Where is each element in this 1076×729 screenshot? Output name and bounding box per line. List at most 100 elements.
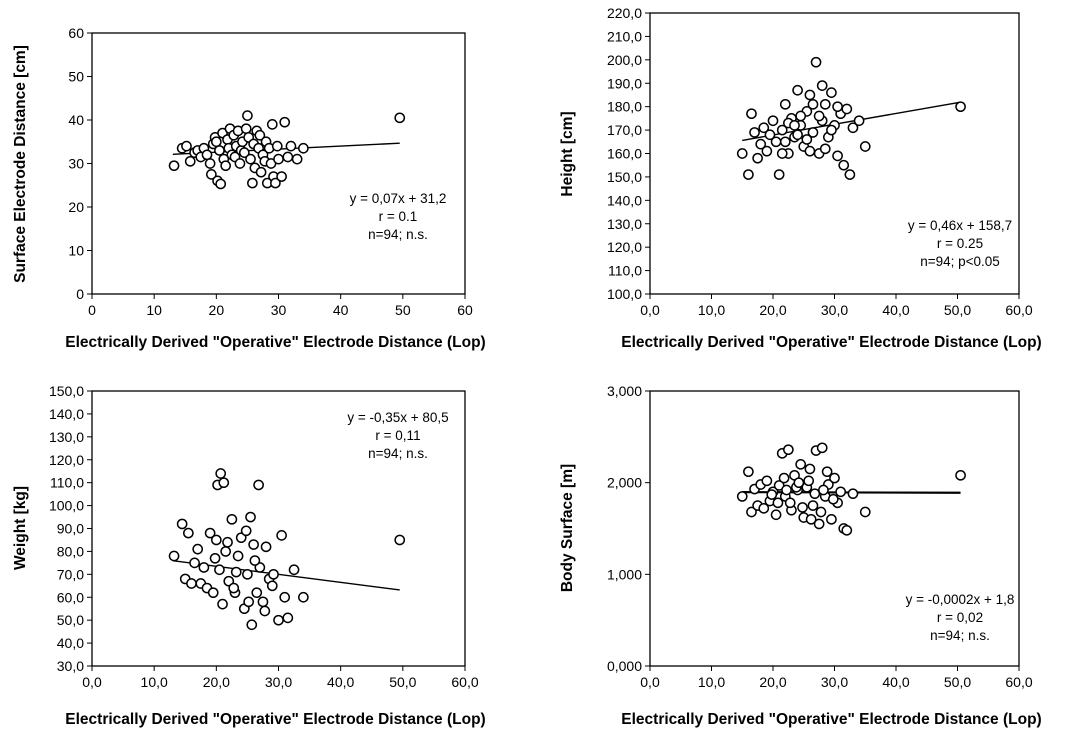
y-tick-label: 120,0 [49, 452, 84, 468]
data-point [784, 497, 796, 509]
data-point [273, 614, 284, 626]
x-tick-label: 50 [395, 302, 411, 318]
y-tick-label: 140,0 [607, 192, 642, 208]
data-point [232, 550, 244, 562]
y-tick-label: 170,0 [607, 122, 642, 138]
data-point [813, 110, 825, 122]
regression-annotation: r = 0,11 [375, 428, 420, 443]
data-point [248, 539, 259, 550]
data-point [168, 550, 180, 562]
data-point [859, 141, 871, 152]
data-point [832, 150, 843, 162]
data-point [285, 140, 297, 152]
data-point [243, 596, 255, 608]
data-point [841, 103, 853, 115]
data-point [815, 506, 827, 518]
data-point [829, 472, 840, 484]
data-point [761, 145, 773, 157]
data-point [276, 530, 287, 541]
data-point [210, 534, 222, 546]
data-point [214, 145, 225, 156]
data-point [804, 89, 816, 101]
data-point [847, 122, 859, 134]
data-point [770, 509, 782, 521]
data-point [204, 527, 216, 539]
data-point [789, 120, 800, 131]
x-tick-label: 20,0 [759, 302, 786, 318]
x-tick-label: 10,0 [698, 674, 725, 690]
data-point [240, 123, 252, 135]
data-point [795, 110, 807, 122]
x-tick-label: 30,0 [821, 674, 848, 690]
data-point [238, 147, 250, 158]
x-tick-label: 40 [333, 302, 349, 318]
data-point [214, 564, 225, 576]
y-tick-label: 90,0 [57, 521, 84, 537]
x-axis-title: Electrically Derived "Operative" Electro… [621, 711, 1041, 728]
y-tick-label: 30 [68, 156, 84, 172]
data-point [783, 444, 794, 456]
data-point [807, 127, 819, 138]
regression-annotation: n=94; n.s. [930, 628, 990, 643]
data-point [273, 153, 284, 165]
x-tick-label: 50,0 [944, 674, 971, 690]
data-point [246, 619, 258, 631]
y-tick-label: 2,000 [607, 475, 642, 491]
y-tick-label: 60,0 [57, 589, 84, 605]
x-tick-label: 30 [271, 302, 287, 318]
y-tick-label: 30,0 [57, 658, 84, 674]
data-point [209, 552, 221, 564]
data-point [832, 101, 843, 113]
x-axis-title: Electrically Derived "Operative" Electro… [65, 711, 485, 728]
y-tick-label: 0 [76, 286, 84, 302]
y-axis-title: Weight [kg] [12, 486, 29, 570]
data-point [279, 116, 291, 128]
data-point [767, 115, 779, 127]
data-point [841, 524, 853, 536]
regression-annotation: y = 0,46x + 158,7 [908, 218, 1012, 233]
y-tick-label: 140,0 [49, 406, 84, 422]
y-tick-label: 0,000 [607, 658, 642, 674]
x-tick-label: 0,0 [82, 674, 102, 690]
data-point [797, 502, 808, 513]
data-point [260, 541, 272, 553]
data-point [298, 142, 309, 154]
data-point [807, 500, 819, 511]
data-point [210, 136, 222, 148]
data-point [253, 479, 264, 491]
data-point [821, 466, 833, 478]
data-point [257, 596, 269, 608]
data-point [249, 555, 261, 566]
panel-surface: 0 10 20 30 40 50 60 0 10 20 30 40 50 60 y = 0,07x + 31… [12, 25, 486, 351]
data-point [247, 177, 258, 189]
data-point [779, 136, 791, 148]
data-point [764, 129, 776, 141]
data-point [226, 513, 238, 525]
plot-frame [649, 390, 1020, 667]
data-point [394, 534, 406, 546]
data-point [186, 578, 197, 589]
y-tick-label: 110,0 [608, 263, 642, 279]
data-point [201, 149, 213, 161]
regression-annotation: n=94; n.s. [368, 446, 428, 461]
data-point [853, 115, 865, 127]
data-point [279, 591, 291, 603]
y-axis-title: Surface Electrode Distance [cm] [12, 45, 29, 283]
data-point [835, 486, 847, 498]
data-point [818, 484, 829, 496]
x-tick-label: 40,0 [882, 302, 909, 318]
data-point [743, 466, 754, 478]
data-point [749, 127, 760, 138]
data-point [792, 129, 803, 141]
y-tick-label: 50,0 [57, 612, 84, 628]
data-point [251, 587, 263, 599]
data-point [242, 110, 253, 122]
data-point [176, 518, 188, 530]
y-tick-label: 20 [68, 199, 84, 215]
data-point [847, 488, 859, 500]
data-point [168, 160, 180, 172]
data-point [801, 134, 813, 145]
data-point [778, 472, 790, 484]
x-tick-label: 50,0 [944, 302, 971, 318]
data-point [215, 468, 227, 479]
